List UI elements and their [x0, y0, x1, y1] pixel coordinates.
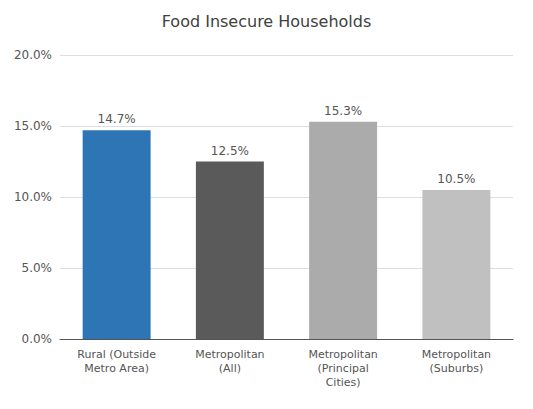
svg-text:0.0%: 0.0% [22, 332, 53, 346]
svg-text:12.5%: 12.5% [211, 144, 249, 158]
svg-text:Metropolitan: Metropolitan [195, 348, 264, 361]
svg-text:15.3%: 15.3% [324, 104, 362, 118]
svg-text:Metropolitan: Metropolitan [308, 348, 377, 361]
svg-text:Metropolitan: Metropolitan [422, 348, 491, 361]
svg-text:Rural (Outside: Rural (Outside [77, 348, 156, 361]
svg-text:Metro Area): Metro Area) [84, 362, 149, 375]
svg-text:14.7%: 14.7% [98, 112, 136, 126]
svg-text:Cities): Cities) [326, 376, 361, 389]
svg-text:Food Insecure Households: Food Insecure Households [162, 12, 372, 31]
svg-text:20.0%: 20.0% [14, 48, 52, 62]
svg-text:(Suburbs): (Suburbs) [430, 362, 484, 375]
svg-text:(All): (All) [219, 362, 241, 375]
svg-text:(Principal: (Principal [318, 362, 369, 375]
svg-text:10.0%: 10.0% [14, 190, 52, 204]
svg-text:5.0%: 5.0% [22, 261, 53, 275]
svg-text:10.5%: 10.5% [437, 172, 475, 186]
svg-text:15.0%: 15.0% [14, 119, 52, 133]
